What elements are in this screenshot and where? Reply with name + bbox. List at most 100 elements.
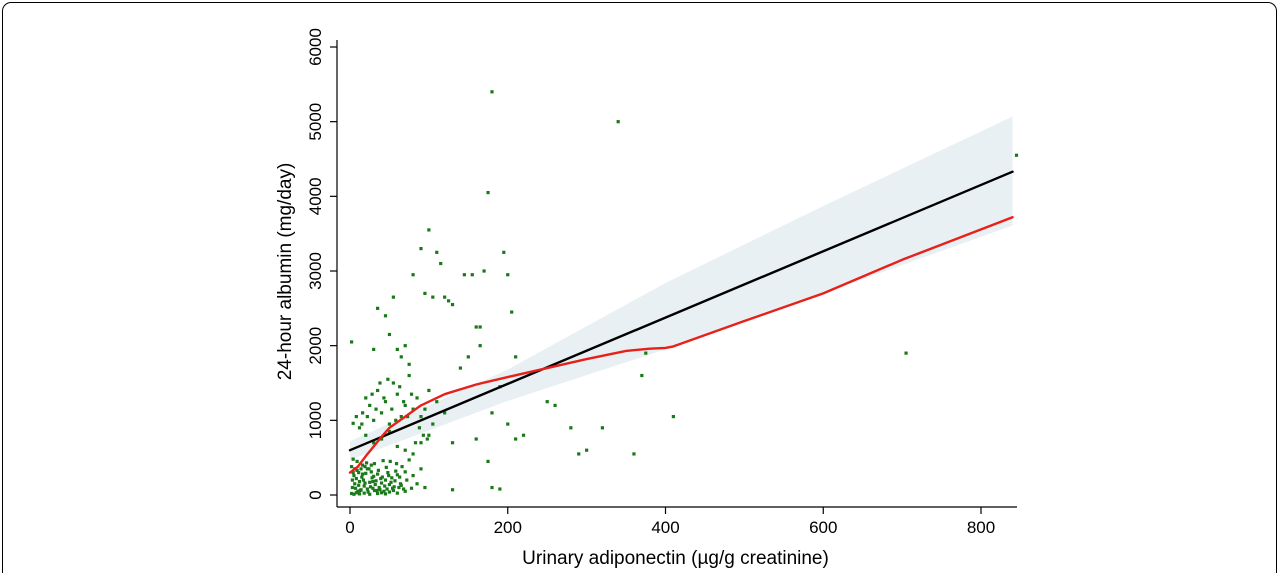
scatter-point — [427, 433, 431, 437]
scatter-point — [383, 314, 388, 318]
x-axis-title: Urinary adiponectin (µg/g creatinine) — [522, 548, 829, 569]
scatter-point — [402, 487, 406, 491]
scatter-point — [371, 486, 375, 490]
scatter-point — [405, 415, 410, 419]
scatter-point — [372, 418, 376, 422]
scatter-point — [409, 392, 414, 396]
scatter-point — [387, 473, 391, 478]
scatter-point — [372, 474, 376, 478]
scatter-point — [362, 484, 366, 488]
scatter-point — [514, 355, 518, 359]
scatter-point — [357, 483, 361, 487]
scatter-point — [394, 418, 398, 422]
scatter-point — [383, 478, 388, 482]
scatter-points-layer — [349, 90, 1019, 496]
scatter-point — [365, 415, 369, 419]
scatter-point — [365, 467, 369, 471]
scatter-point — [394, 469, 398, 473]
scatter-point — [369, 463, 373, 467]
x-tick-label: 400 — [651, 518, 679, 537]
scatter-point — [374, 407, 378, 411]
scatter-point — [365, 487, 369, 491]
scatter-point — [378, 381, 382, 385]
scatter-point — [466, 355, 470, 359]
scatter-point — [421, 433, 425, 437]
scatter-point — [384, 465, 388, 469]
scatter-point — [413, 441, 418, 445]
scatter-point — [355, 468, 359, 472]
scatter-point — [380, 475, 384, 479]
scatter-point — [585, 448, 589, 452]
scatter-point — [372, 462, 377, 466]
scatter-point — [389, 480, 393, 484]
scatter-point — [474, 325, 478, 329]
scatter-point — [506, 422, 510, 426]
scatter-point — [545, 400, 549, 404]
scatter-point — [600, 426, 604, 430]
scatter-point — [405, 478, 409, 482]
scatter-point — [411, 473, 415, 478]
scatter-point — [521, 433, 526, 437]
scatter-point — [353, 482, 357, 486]
scatter-point — [391, 381, 395, 385]
scatter-point — [462, 273, 466, 277]
scatter-point — [423, 291, 427, 295]
y-axis-title: 24-hour albumin (mg/day) — [275, 163, 296, 381]
scatter-point — [443, 295, 447, 299]
scatter-point — [366, 490, 370, 494]
scatter-point — [419, 415, 423, 419]
scatter-point — [403, 448, 407, 452]
scatter-point — [415, 482, 419, 486]
scatter-point — [368, 492, 372, 496]
scatter-point — [391, 488, 395, 493]
scatter-point — [616, 120, 620, 124]
scatter-point — [478, 344, 482, 348]
scatter-point — [359, 467, 363, 471]
scatter-point — [435, 400, 439, 404]
scatter-point — [372, 441, 376, 445]
scatter-point — [446, 299, 451, 303]
scatter-point — [390, 407, 394, 411]
scatter-point — [569, 426, 573, 430]
y-tick-label: 1000 — [306, 401, 325, 439]
scatter-point — [1014, 153, 1019, 157]
scatter-point — [392, 485, 396, 489]
scatter-point — [387, 429, 392, 434]
scatter-point — [577, 452, 581, 456]
x-tick-label: 200 — [494, 518, 522, 537]
scatter-point — [409, 486, 414, 490]
scatter-point — [490, 485, 494, 490]
scatter-point — [388, 459, 392, 463]
scatter-point — [407, 362, 411, 366]
axes-layer: 0 1000 2000 3000 4000 5000 6000 0 200 400 600 800 — [306, 28, 1017, 537]
scatter-point — [349, 491, 354, 496]
scatter-point — [395, 444, 399, 449]
scatter-point — [403, 489, 407, 493]
scatter-point — [423, 407, 427, 411]
scatter-point — [350, 478, 354, 482]
scatter-point — [411, 273, 415, 277]
scatter-point — [486, 459, 490, 463]
scatter-point — [382, 489, 386, 493]
scatter-point — [376, 468, 380, 472]
y-tick-label: 3000 — [306, 252, 325, 290]
x-tick-label: 0 — [345, 518, 354, 537]
scatter-point — [364, 461, 369, 465]
scatter-point — [478, 325, 482, 329]
scatter-point — [411, 452, 415, 456]
scatter-point — [351, 471, 355, 475]
scatter-point — [425, 437, 429, 441]
scatter-point — [640, 373, 644, 378]
scatter-point — [510, 310, 514, 314]
scatter-point — [361, 463, 365, 467]
y-tick-label: 2000 — [306, 327, 325, 365]
scatter-point — [369, 470, 373, 474]
scatter-point — [361, 411, 365, 415]
scatter-point — [376, 306, 380, 310]
scatter-point — [411, 407, 415, 411]
scatter-point — [355, 459, 359, 463]
scatter-point — [395, 392, 399, 396]
scatter-point — [360, 422, 364, 426]
scatter-point — [403, 403, 407, 407]
scatter-point — [470, 273, 474, 277]
